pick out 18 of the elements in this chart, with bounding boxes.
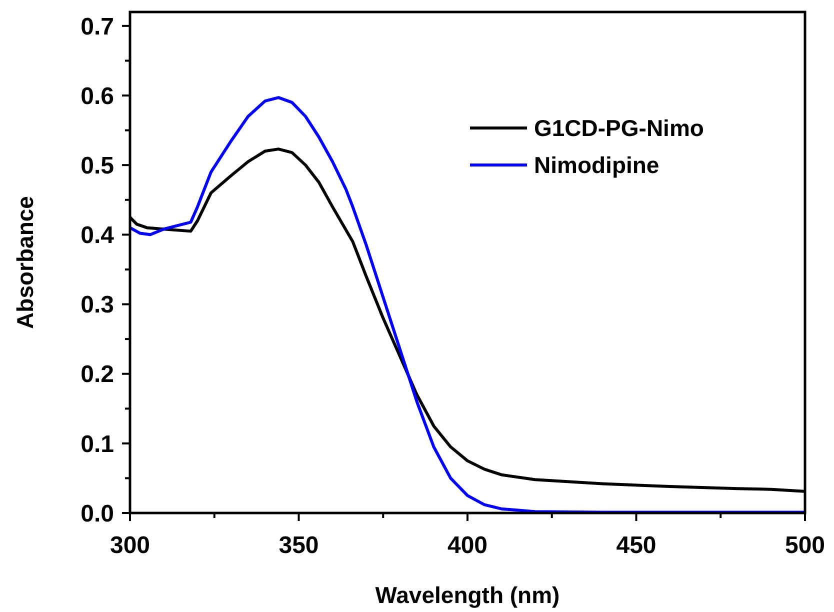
x-tick-label: 300 xyxy=(110,532,150,559)
y-tick-label: 0.5 xyxy=(80,152,114,180)
x-tick-label: 450 xyxy=(616,532,656,559)
legend-label: G1CD-PG-Nimo xyxy=(534,115,704,142)
y-tick-label: 0.1 xyxy=(80,430,114,458)
x-tick-label: 500 xyxy=(784,532,826,559)
y-tick-label: 0.4 xyxy=(80,222,115,250)
y-axis-title: Absorbance xyxy=(12,196,38,329)
y-tick-label: 0.7 xyxy=(80,13,114,40)
x-axis-title: Wavelength (nm) xyxy=(375,582,560,608)
y-tick-label: 0.2 xyxy=(80,361,114,388)
y-tick-label: 0.0 xyxy=(80,500,114,528)
x-tick-label: 400 xyxy=(447,532,488,559)
x-tick-label: 350 xyxy=(278,532,319,559)
line-series xyxy=(128,96,806,514)
y-tick-label: 0.6 xyxy=(80,82,114,110)
y-tick-label: 0.3 xyxy=(80,292,114,319)
legend-label: Nimodipine xyxy=(534,152,660,178)
